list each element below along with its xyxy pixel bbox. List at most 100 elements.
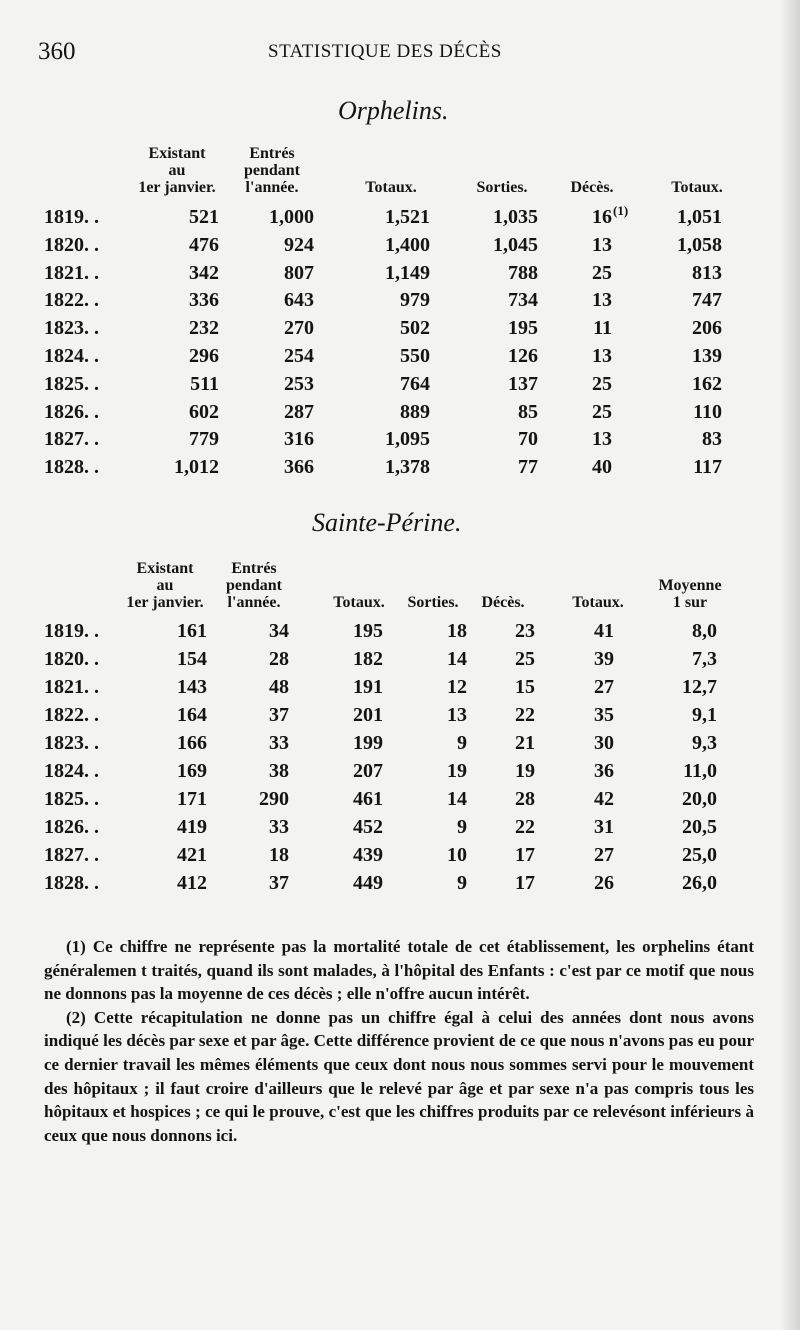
table-cell: 11,0 xyxy=(683,760,717,782)
table-cell: 602 xyxy=(189,400,219,423)
table-cell: 27 xyxy=(594,844,614,866)
table-cell: 18 xyxy=(447,620,467,642)
table-cell: 270 xyxy=(284,317,314,340)
table-cell: 502 xyxy=(400,317,430,340)
table-cell: 336 xyxy=(189,289,219,312)
column-header: Décès. xyxy=(570,179,614,196)
table-cell: 126 xyxy=(508,345,538,367)
table-cell: 34 xyxy=(269,620,289,642)
row-year: 1822. . xyxy=(44,289,99,312)
table-cell: 889 xyxy=(400,400,430,423)
row-year: 1819. . xyxy=(44,620,99,642)
column-header: Entrés pendant l'année. xyxy=(225,560,283,611)
column-header: Décès. xyxy=(481,594,525,611)
table-cell: 70 xyxy=(518,428,538,451)
footnote-2: (2) Cette récapitulation ne donne pas un… xyxy=(44,1007,754,1145)
table-cell: 201 xyxy=(353,704,383,726)
table-cell: 18 xyxy=(269,844,289,866)
table-cell: 550 xyxy=(400,345,430,367)
section-title-sainte-perine: Sainte-Périne. xyxy=(312,508,462,537)
table-cell: 15 xyxy=(515,676,535,698)
row-year: 1827. . xyxy=(44,844,99,866)
table-cell: 20,5 xyxy=(682,816,717,838)
row-year: 1820. . xyxy=(44,233,99,256)
table-cell: 21 xyxy=(515,732,535,754)
table-cell: 232 xyxy=(189,317,219,340)
table-cell: 10 xyxy=(447,844,467,866)
row-year: 1825. . xyxy=(44,372,99,395)
table-cell: 9 xyxy=(457,816,467,838)
row-year: 1822. . xyxy=(44,704,99,726)
table-cell: 747 xyxy=(692,289,722,312)
table-cell: 13 xyxy=(592,345,612,367)
table-cell: 366 xyxy=(284,456,314,479)
table-cell: 85 xyxy=(518,400,538,423)
table-cell: 199 xyxy=(353,732,383,754)
footnotes: (1) Ce chiffre ne représente pas la mort… xyxy=(44,935,754,1147)
table-cell: 9 xyxy=(457,872,467,894)
row-year: 1825. . xyxy=(44,788,99,810)
table-cell: 13 xyxy=(447,704,467,726)
table-cell: 1,035 xyxy=(493,206,538,228)
table-cell: 13 xyxy=(592,233,612,256)
table-cell: 461 xyxy=(353,788,383,810)
table-cell: 1,400 xyxy=(385,233,430,256)
table-cell: 39 xyxy=(594,648,614,670)
table-cell: 979 xyxy=(400,289,430,312)
table-cell: 14 xyxy=(447,648,467,670)
table-cell: 521 xyxy=(189,206,219,228)
table-cell: 161 xyxy=(177,620,207,642)
table-cell: 419 xyxy=(177,816,207,838)
section-title-orphelins: Orphelins. xyxy=(338,96,449,125)
table-cell: 439 xyxy=(353,844,383,866)
table-cell: 195 xyxy=(353,620,383,642)
table-cell: 48 xyxy=(269,676,289,698)
table-cell: 77 xyxy=(518,456,538,479)
table-cell: 14 xyxy=(447,788,467,810)
table-cell: 31 xyxy=(594,816,614,838)
table-cell: 1,000 xyxy=(269,206,314,228)
table-cell: 28 xyxy=(269,648,289,670)
row-year: 1823. . xyxy=(44,732,99,754)
row-year: 1820. . xyxy=(44,648,99,670)
table-cell: 12,7 xyxy=(682,676,717,698)
table-cell: 1,058 xyxy=(677,233,722,256)
table-cell: 28 xyxy=(515,788,535,810)
column-header: Totaux. xyxy=(333,594,385,611)
table-cell: 20,0 xyxy=(682,788,717,810)
table-cell: 26 xyxy=(594,872,614,894)
table-cell: 191 xyxy=(353,676,383,698)
table-cell: 813 xyxy=(692,261,722,284)
table-cell: 30 xyxy=(594,732,614,754)
table-cell: 164 xyxy=(177,704,207,726)
table-cell: 7,3 xyxy=(692,648,717,670)
table-cell: 290 xyxy=(259,788,289,810)
table-cell: 26,0 xyxy=(682,872,717,894)
table-cell: 764 xyxy=(400,372,430,395)
row-year: 1826. . xyxy=(44,816,99,838)
row-year: 1827. . xyxy=(44,428,99,451)
table-cell: 17 xyxy=(515,872,535,894)
table-cell: 807 xyxy=(284,261,314,284)
table-cell: 23 xyxy=(515,620,535,642)
table-cell: 16 xyxy=(592,206,612,228)
table-cell: 511 xyxy=(190,372,219,395)
table-cell: 9,3 xyxy=(692,732,717,754)
table-cell: 9,1 xyxy=(692,704,717,726)
table-cell: 13 xyxy=(592,428,612,451)
table-cell: 253 xyxy=(284,372,314,395)
footnote-marker: (1) xyxy=(613,203,629,218)
table-cell: 25 xyxy=(592,372,612,395)
table-cell: 25 xyxy=(592,261,612,284)
table-cell: 169 xyxy=(177,760,207,782)
table-cell: 924 xyxy=(284,233,314,256)
table-cell: 182 xyxy=(353,648,383,670)
table-cell: 154 xyxy=(177,648,207,670)
table-cell: 1,149 xyxy=(385,261,430,284)
table-cell: 36 xyxy=(594,760,614,782)
table-cell: 779 xyxy=(189,428,219,451)
table-cell: 42 xyxy=(594,788,614,810)
table-cell: 143 xyxy=(177,676,207,698)
table-cell: 412 xyxy=(177,872,207,894)
table-cell: 117 xyxy=(693,456,722,479)
